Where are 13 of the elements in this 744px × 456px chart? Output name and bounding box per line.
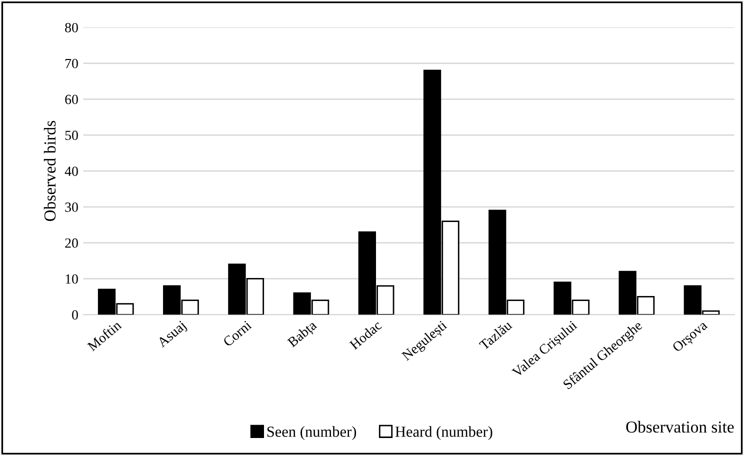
y-tick-label: 20 [65,238,78,248]
legend-label: Seen (number) [267,426,356,440]
y-tick-label: 70 [65,58,78,68]
x-axis-title: Observation site [626,420,734,433]
y-tick-label: 10 [66,274,78,284]
legend-label: Heard (number) [395,426,492,440]
y-tick-label: 30 [65,202,78,212]
y-tick-label: 60 [65,94,78,104]
y-tick-label: 80 [65,22,78,32]
y-axis-title: Observed birds [44,120,56,221]
y-tick-label: 40 [64,166,78,176]
y-tick-label: 0 [72,310,78,320]
y-tick-label: 50 [65,130,78,140]
